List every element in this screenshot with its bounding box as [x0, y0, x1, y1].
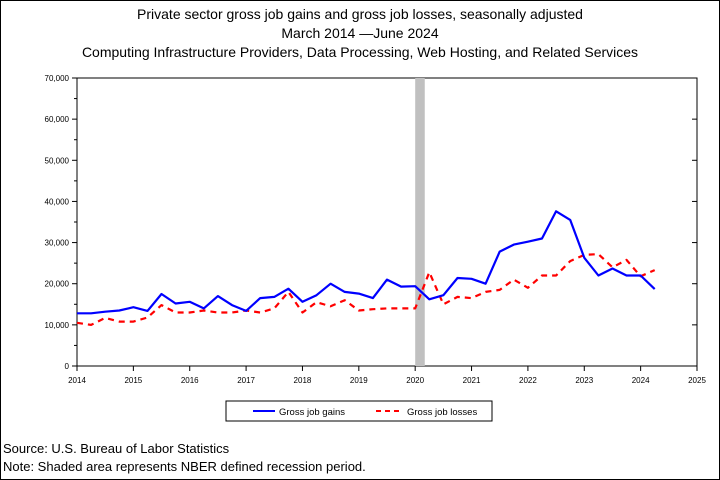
x-tick-label: 2023 [575, 376, 593, 385]
x-tick-label: 2019 [350, 376, 368, 385]
y-tick-label: 50,000 [45, 156, 70, 165]
x-tick-label: 2016 [181, 376, 199, 385]
y-tick-label: 70,000 [45, 74, 70, 83]
legend-label-losses: Gross job losses [407, 407, 477, 418]
legend-label-gains: Gross job gains [279, 407, 345, 418]
x-tick-label: 2018 [294, 376, 312, 385]
chart-subtitle-industry: Computing Infrastructure Providers, Data… [81, 44, 639, 60]
series-line-gains [77, 210, 656, 315]
y-tick-label: 60,000 [45, 115, 70, 124]
chart-title: Private sector gross job gains and gross… [137, 6, 583, 22]
x-tick-label: 2024 [632, 376, 650, 385]
x-tick-label: 2017 [237, 376, 255, 385]
x-tick-label: 2014 [68, 376, 86, 385]
chart-subtitle-date-range: March 2014 —June 2024 [281, 25, 439, 41]
recession-shade [415, 78, 425, 366]
y-tick-label: 40,000 [45, 197, 70, 206]
y-tick-label: 0 [65, 362, 70, 371]
plot-area [76, 78, 656, 366]
recession-note: Note: Shaded area represents NBER define… [3, 459, 366, 474]
x-tick-label: 2015 [124, 376, 142, 385]
source-note: Source: U.S. Bureau of Labor Statistics [3, 441, 230, 456]
x-tick-label: 2021 [463, 376, 481, 385]
x-tick-label: 2020 [406, 376, 424, 385]
legend-box [225, 400, 493, 422]
plot-border [76, 77, 698, 367]
y-tick-label: 20,000 [45, 280, 70, 289]
series-line-losses [76, 253, 656, 326]
axes: 0 10,000 20,000 30,000 40,000 50,000 60,000 70,… [45, 74, 707, 385]
y-tick-label: 30,000 [45, 239, 70, 248]
legend: Gross job gains Gross job losses [225, 400, 493, 422]
x-tick-label: 2025 [688, 376, 706, 385]
x-tick-label: 2022 [519, 376, 537, 385]
y-tick-label: 10,000 [45, 321, 70, 330]
